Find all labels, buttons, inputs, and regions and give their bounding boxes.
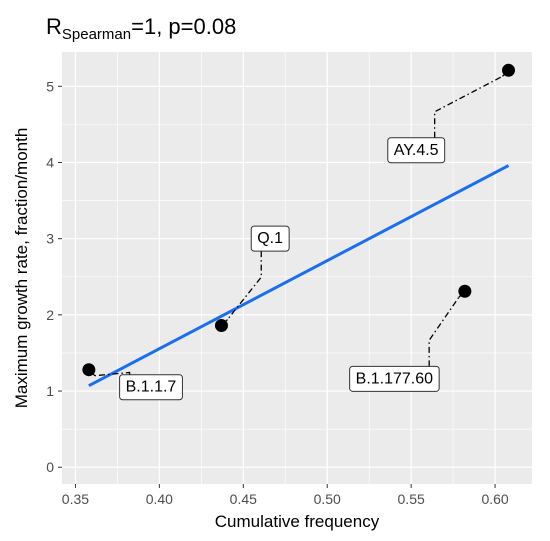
y-tick-label: 4 (46, 154, 54, 170)
point-layer (82, 63, 515, 377)
x-tick-label: 0.55 (398, 491, 425, 507)
axes: 0.35 0.40 0.45 0.50 0.55 0.60 0 1 2 3 4 5 (46, 78, 509, 507)
x-axis-title: Cumulative frequency (215, 512, 380, 531)
trend-line (88, 164, 510, 388)
y-tick-label: 2 (46, 307, 54, 323)
point-label: Q.1 (250, 225, 290, 252)
point-label: B.1.1.7 (119, 374, 183, 401)
x-tick-label: 0.60 (481, 491, 508, 507)
point-label-text: Q.1 (257, 230, 283, 247)
y-tick-label: 5 (46, 78, 54, 94)
title-suffix: =1, p=0.08 (131, 14, 236, 39)
title-subscript: Spearman (62, 26, 131, 43)
point-label-box (349, 365, 440, 392)
point-label-box (387, 137, 446, 164)
grid-lines (62, 52, 532, 484)
point-label-text: AY.4.5 (394, 142, 439, 159)
title-prefix: R (46, 14, 62, 39)
point-label-text: B.1.177.60 (356, 370, 434, 387)
chart-title: RSpearman=1, p=0.08 (46, 14, 236, 43)
label-connector (94, 371, 131, 377)
point-label: B.1.177.60 (349, 365, 440, 392)
x-tick-label: 0.45 (230, 491, 257, 507)
label-connector (434, 75, 503, 138)
point-label: AY.4.5 (387, 137, 446, 164)
y-axis-title: Maximum growth rate, fraction/month (12, 128, 31, 409)
data-point (502, 63, 515, 77)
x-tick-label: 0.35 (62, 491, 89, 507)
plot-panel (62, 52, 532, 484)
point-label-text: B.1.1.7 (126, 379, 177, 396)
data-point (458, 284, 472, 298)
x-tick-label: 0.50 (314, 491, 341, 507)
point-label-box (250, 225, 290, 252)
point-label-box (119, 374, 183, 401)
data-point (214, 319, 228, 333)
trend-line-layer (88, 164, 510, 388)
y-tick-label: 0 (46, 459, 54, 475)
label-layer: B.1.1.7 Q.1 B.1.177.60 AY.4.5 (119, 137, 446, 401)
y-tick-label: 1 (46, 383, 54, 399)
x-tick-label: 0.40 (146, 491, 173, 507)
data-point (82, 363, 96, 377)
y-tick-label: 3 (46, 231, 54, 247)
